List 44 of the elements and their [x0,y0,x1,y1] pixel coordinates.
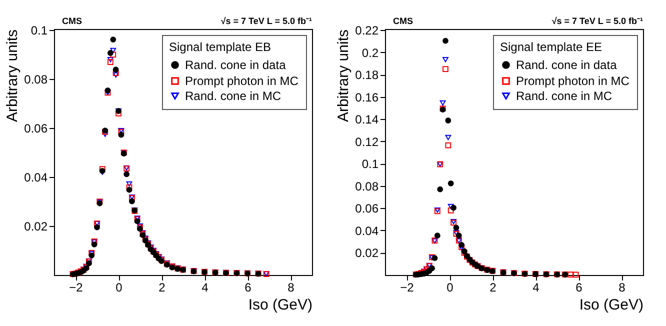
y-axis-title: Arbitrary units [335,30,352,122]
y-tick-label: 0.08 [24,72,48,87]
y-tick-label: 0.1 [30,24,48,38]
legend-label: Rand. cone in data [185,58,286,72]
x-tick-label: 2 [158,280,166,294]
x-tick-label: 0 [116,280,123,294]
text: CMS [393,16,413,26]
x-tick-label: 6 [244,280,252,294]
legend-title: Signal template EB [169,40,272,54]
x-tick-label: 0 [446,280,454,294]
legend-title: Signal template EE [500,40,602,54]
y-tick-label: 0.02 [355,246,379,260]
x-tick-label: 8 [618,280,626,294]
x-axis-title: Iso (GeV) [248,296,312,314]
y-tick-label: 0.04 [355,224,379,238]
legend-label: Rand. cone in MC [516,89,612,103]
y-tick-label: 0.22 [355,24,379,38]
x-tick-label: −2 [400,280,414,294]
y-tick-label: 0.14 [355,112,379,127]
y-tick-label: 0.2 [362,46,379,60]
text: CMS [62,16,82,26]
y-tick-label: 0.12 [355,134,379,149]
y-tick-label: 0.1 [362,157,379,172]
legend-label: Rand. cone in MC [185,89,282,103]
y-tick-label: 0.16 [355,90,379,104]
y-tick-label: 0.06 [355,202,379,216]
text: √s = 7 TeV L = 5.0 fb⁻¹ [552,16,643,26]
legend-label: Rand. cone in data [516,58,618,72]
x-tick-label: 8 [288,280,295,294]
x-axis-title: Iso (GeV) [579,296,644,314]
y-tick-label: 0.18 [355,68,379,82]
legend-label: Prompt photon in MC [516,74,630,88]
x-tick-label: 2 [490,280,497,294]
text: √s = 7 TeV L = 5.0 fb⁻¹ [220,16,312,26]
y-tick-label: 0.04 [24,170,48,185]
y-tick-label: 0.06 [24,122,48,136]
x-tick-label: 6 [576,280,583,294]
x-tick-label: 4 [202,280,209,294]
legend-label: Prompt photon in MC [185,74,299,88]
x-tick-label: 4 [532,280,540,294]
y-tick-label: 0.08 [355,179,379,194]
y-axis-title: Arbitrary units [4,30,22,122]
x-tick-label: −2 [69,280,84,294]
y-tick-label: 0.02 [24,220,48,234]
